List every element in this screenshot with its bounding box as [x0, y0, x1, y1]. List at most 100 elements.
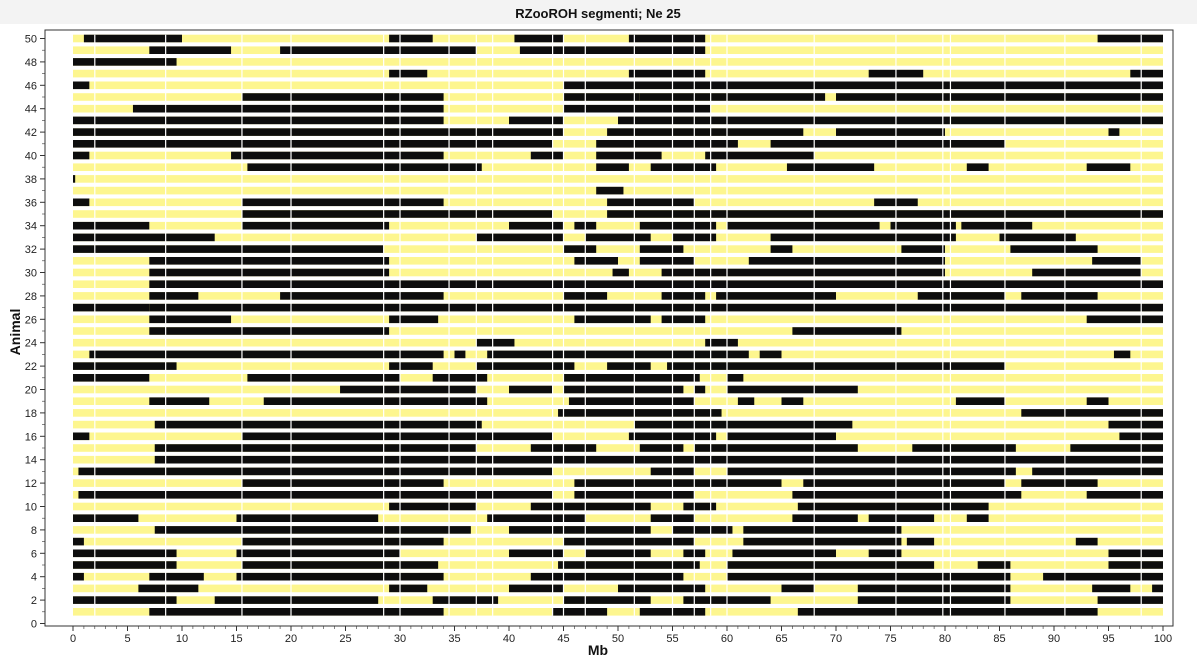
roh-segment: [694, 385, 706, 394]
animal-row: [73, 104, 1163, 113]
roh-segment: [149, 608, 444, 616]
non-roh-band: [73, 432, 1163, 441]
roh-segment: [154, 455, 1163, 464]
non-roh-band: [73, 292, 1163, 300]
roh-segment: [639, 245, 684, 253]
roh-segment: [132, 104, 444, 113]
roh-segment: [727, 432, 836, 441]
roh-segment: [1032, 467, 1163, 476]
roh-segment: [89, 350, 444, 359]
roh-segment: [1097, 596, 1163, 604]
x-tick-label: 10: [176, 633, 188, 645]
roh-segment: [1092, 257, 1142, 265]
x-tick-label: 20: [285, 633, 297, 645]
roh-segment: [487, 350, 749, 359]
animal-row: [73, 362, 1163, 370]
x-tick-label: 65: [775, 633, 787, 645]
animal-row: [73, 128, 1163, 136]
roh-segment: [73, 362, 177, 370]
roh-segment: [977, 561, 1011, 569]
animal-row: [73, 584, 1163, 593]
x-tick-label: 95: [1102, 633, 1114, 645]
roh-segment: [241, 537, 444, 546]
roh-segment: [727, 221, 880, 230]
animal-row: [73, 116, 1163, 125]
roh-segment: [694, 479, 782, 487]
roh-segment: [1043, 572, 1163, 581]
roh-segment: [149, 315, 232, 324]
roh-segment: [1130, 69, 1163, 78]
roh-segment: [73, 537, 84, 546]
roh-segment: [1075, 537, 1098, 546]
roh-segment: [618, 116, 1163, 125]
animal-row: [73, 596, 1163, 604]
non-roh-band: [73, 608, 1163, 616]
y-tick-label: 16: [25, 431, 37, 443]
roh-segment: [568, 397, 695, 405]
roh-segment: [786, 163, 875, 171]
roh-segment: [716, 292, 836, 300]
roh-segment: [1108, 549, 1163, 558]
roh-segment: [912, 444, 1016, 452]
animal-row: [73, 561, 1163, 569]
x-tick-label: 100: [1154, 633, 1172, 645]
animal-row: [73, 69, 1163, 78]
x-tick-label: 30: [394, 633, 406, 645]
roh-segment: [73, 175, 76, 183]
animal-row: [73, 420, 1163, 429]
roh-segment: [1108, 561, 1163, 569]
roh-segment: [73, 245, 384, 253]
roh-segment: [770, 140, 1005, 148]
roh-segment: [803, 479, 1005, 487]
roh-segment: [241, 479, 444, 487]
animal-row: [73, 163, 1163, 171]
roh-segment: [607, 198, 695, 207]
roh-segment: [519, 46, 706, 54]
y-tick-label: 34: [25, 221, 37, 233]
roh-segment: [73, 549, 177, 558]
roh-segment: [149, 280, 1164, 288]
y-tick-label: 28: [25, 291, 37, 303]
roh-segment: [214, 596, 379, 604]
roh-segment: [231, 151, 444, 160]
roh-segment: [857, 596, 1011, 604]
roh-segment: [241, 210, 553, 218]
x-tick-label: 5: [124, 633, 130, 645]
animal-row: [73, 327, 1163, 335]
roh-segment: [530, 502, 651, 511]
roh-segment: [73, 514, 139, 522]
roh-segment: [639, 257, 695, 265]
roh-segment: [558, 561, 700, 569]
animal-row: [73, 444, 1163, 452]
roh-segment: [552, 608, 608, 616]
animal-row: [73, 350, 1163, 359]
roh-segment: [1086, 315, 1163, 324]
x-tick-label: 25: [339, 633, 351, 645]
x-tick-label: 45: [557, 633, 569, 645]
roh-segment: [732, 549, 836, 558]
roh-segment: [966, 163, 989, 171]
roh-segment: [509, 584, 564, 593]
x-tick-label: 0: [70, 633, 76, 645]
x-tick-label: 40: [503, 633, 515, 645]
axes: 0 5 10 15 20 25 30 35 40 45 50 55 60 65 70 75 80 85 90 95 10…: [25, 34, 1172, 646]
roh-segment: [705, 151, 815, 160]
animal-row: [73, 502, 1163, 511]
roh-segment: [73, 572, 84, 581]
non-roh-band: [73, 338, 1163, 347]
animal-row: [73, 303, 1164, 312]
roh-segment: [917, 292, 1005, 300]
roh-segment: [634, 420, 853, 429]
y-tick-label: 26: [25, 314, 37, 326]
y-tick-label: 46: [25, 80, 37, 92]
roh-segment: [78, 491, 553, 499]
animal-row: [73, 34, 1163, 43]
animal-row: [73, 151, 1163, 160]
roh-segment: [999, 233, 1076, 242]
animal-row: [73, 338, 1163, 347]
roh-segment: [432, 596, 499, 604]
roh-segment: [73, 116, 444, 125]
roh-segment: [149, 327, 390, 335]
animal-row: [73, 46, 1163, 54]
animal-row: [73, 245, 1163, 253]
